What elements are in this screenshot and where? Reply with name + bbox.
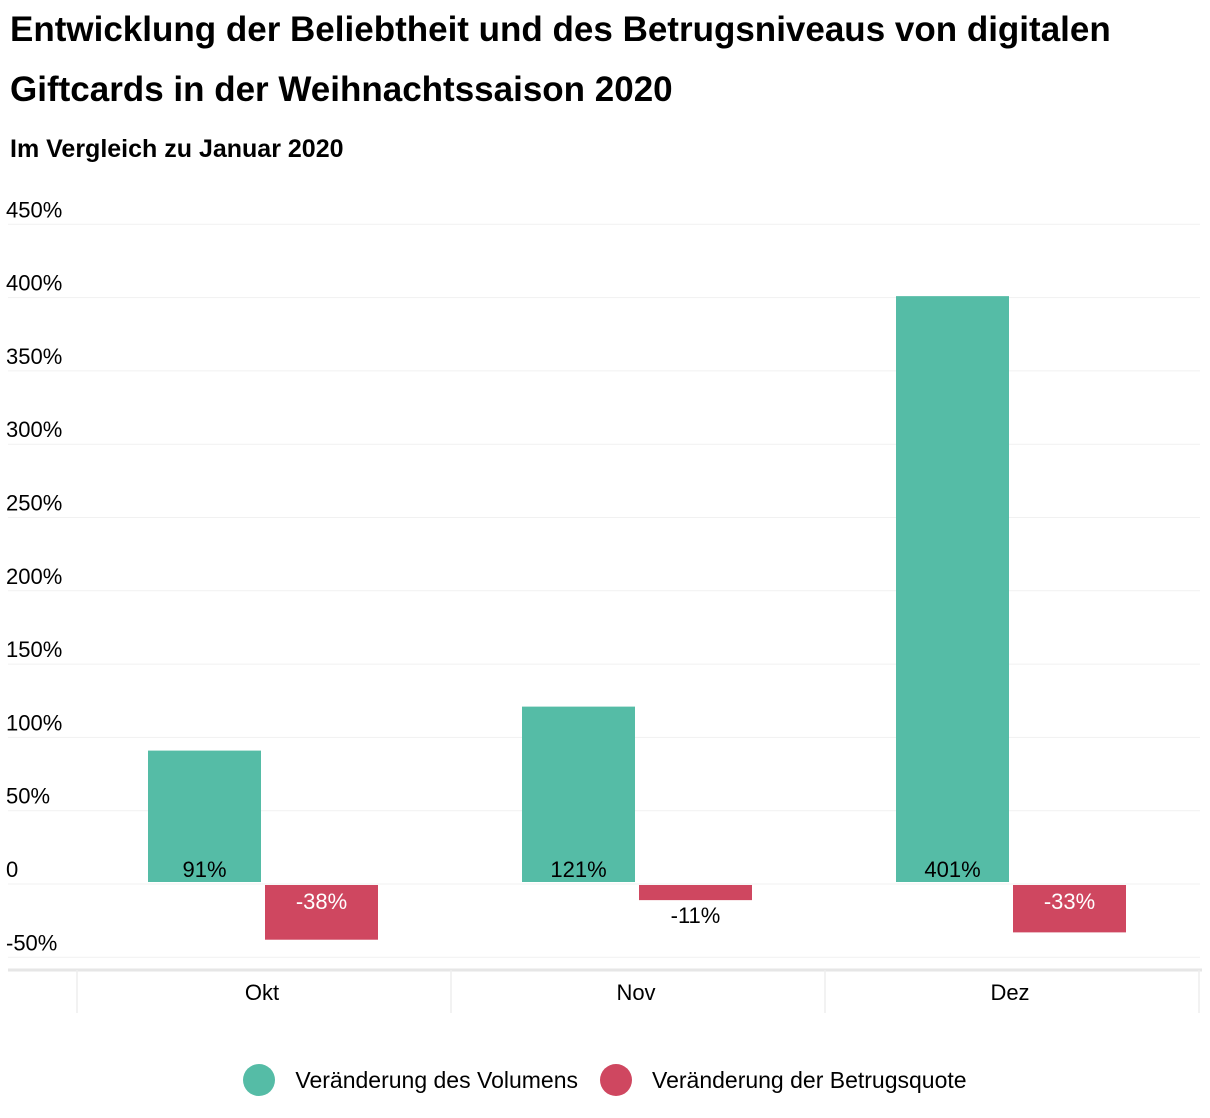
bar-volumen-nov <box>522 706 635 882</box>
x-tick-label-dez: Dez <box>990 980 1029 1005</box>
legend-label-volumen: Veränderung des Volumens <box>295 1066 578 1093</box>
x-tick-label-nov: Nov <box>616 980 655 1005</box>
data-label-betrugsquote-dez: -33% <box>1044 889 1095 914</box>
legend-swatch-betrugsquote <box>600 1064 632 1096</box>
y-tick-label: 300% <box>6 417 62 442</box>
y-tick-label: 350% <box>6 344 62 369</box>
bar-betrugsquote-nov <box>639 885 752 901</box>
data-label-volumen-dez: 401% <box>924 857 980 882</box>
legend-item-volumen[interactable]: Veränderung des Volumens <box>243 1064 578 1096</box>
y-tick-label: 50% <box>6 784 50 809</box>
data-label-betrugsquote-nov: -11% <box>671 903 721 928</box>
y-tick-label: 200% <box>6 564 62 589</box>
legend-label-betrugsquote: Veränderung der Betrugsquote <box>652 1066 967 1093</box>
y-tick-label: -50% <box>6 930 57 955</box>
y-tick-label: 100% <box>6 710 62 735</box>
y-tick-label: 0 <box>6 857 18 882</box>
y-tick-label: 150% <box>6 637 62 662</box>
bar-betrugsquote-okt <box>265 885 378 940</box>
data-label-volumen-nov: 121% <box>550 857 606 882</box>
y-tick-label: 450% <box>6 197 62 222</box>
y-tick-label: 250% <box>6 491 62 516</box>
bar-volumen-okt <box>148 750 261 882</box>
data-label-betrugsquote-okt: -38% <box>296 889 347 914</box>
bar-betrugsquote-dez <box>1013 885 1126 933</box>
y-tick-label: 400% <box>6 271 62 296</box>
bar-chart: 450% 400% 350% 300% 250% 200% 150% 100% 50% 0 -50%… <box>6 197 1202 1013</box>
legend-swatch-volumen <box>243 1064 276 1096</box>
chart-subtitle: Im Vergleich zu Januar 2020 <box>10 135 344 163</box>
legend-item-betrugsquote[interactable]: Veränderung der Betrugsquote <box>600 1064 967 1096</box>
legend: Veränderung des Volumens Veränderung der… <box>0 1058 1210 1102</box>
x-tick-label-okt: Okt <box>245 980 279 1005</box>
bar-volumen-dez <box>896 296 1009 882</box>
chart-title: Entwicklung der Beliebtheit und des Betr… <box>10 10 1111 109</box>
data-label-volumen-okt: 91% <box>182 857 226 882</box>
